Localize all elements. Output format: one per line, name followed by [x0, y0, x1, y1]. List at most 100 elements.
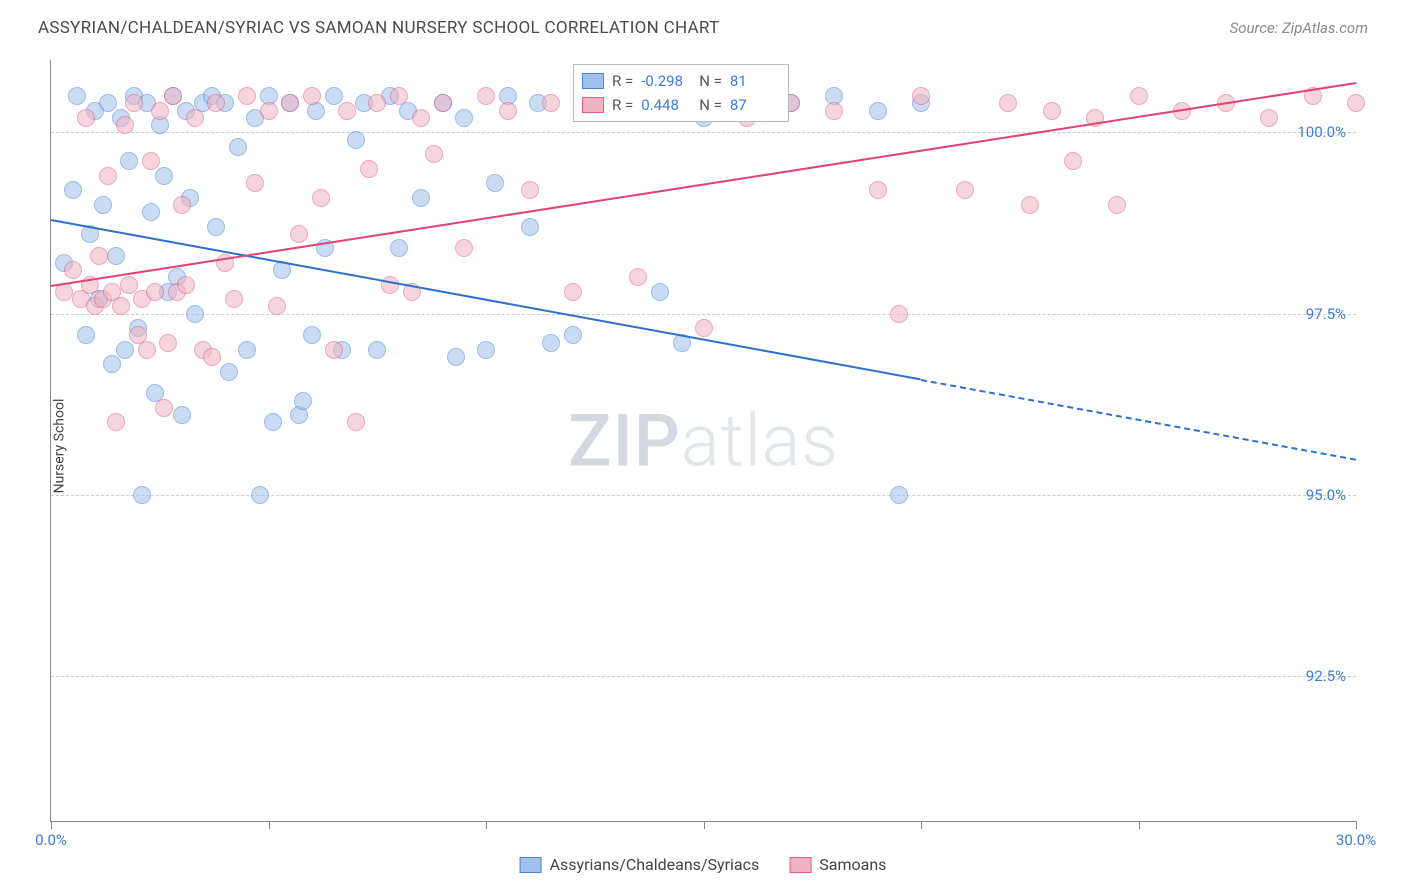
scatter-point	[521, 181, 539, 199]
scatter-point	[107, 247, 125, 265]
watermark: ZIPatlas	[568, 398, 839, 483]
scatter-point	[68, 87, 86, 105]
scatter-point	[146, 283, 164, 301]
scatter-point	[303, 326, 321, 344]
x-tick	[269, 821, 270, 829]
scatter-point	[64, 261, 82, 279]
scatter-point	[94, 196, 112, 214]
scatter-point	[186, 109, 204, 127]
legend-item-series-b: Samoans	[789, 855, 886, 874]
scatter-point	[425, 145, 443, 163]
scatter-point	[564, 326, 582, 344]
scatter-point	[155, 167, 173, 185]
scatter-point	[912, 87, 930, 105]
gridline-h	[51, 495, 1356, 496]
scatter-point	[325, 87, 343, 105]
scatter-point	[486, 174, 504, 192]
scatter-point	[1108, 196, 1126, 214]
scatter-point	[381, 276, 399, 294]
scatter-point	[103, 355, 121, 373]
scatter-point	[368, 341, 386, 359]
scatter-point	[173, 196, 191, 214]
scatter-point	[999, 94, 1017, 112]
scatter-point	[220, 363, 238, 381]
scatter-point	[207, 94, 225, 112]
scatter-point	[142, 152, 160, 170]
scatter-point	[225, 290, 243, 308]
legend-stats-row: R =0.448N =87	[582, 93, 780, 117]
scatter-point	[347, 131, 365, 149]
x-tick-label: 0.0%	[35, 831, 67, 849]
scatter-point	[869, 102, 887, 120]
scatter-point	[186, 305, 204, 323]
scatter-point	[173, 406, 191, 424]
chart-title: ASSYRIAN/CHALDEAN/SYRIAC VS SAMOAN NURSE…	[38, 18, 720, 38]
scatter-point	[116, 116, 134, 134]
scatter-point	[890, 305, 908, 323]
scatter-point	[251, 486, 269, 504]
scatter-point	[77, 109, 95, 127]
scatter-point	[1021, 196, 1039, 214]
scatter-point	[564, 283, 582, 301]
legend-swatch	[582, 73, 604, 89]
plot-area: ZIPatlas 92.5%95.0%97.5%100.0%0.0%30.0%R…	[50, 60, 1356, 822]
scatter-point	[151, 102, 169, 120]
legend-stats-box: R =-0.298N =81R =0.448N =87	[573, 64, 789, 122]
legend-label-a: Assyrians/Chaldeans/Syriacs	[550, 855, 760, 874]
scatter-point	[1347, 94, 1365, 112]
scatter-point	[112, 297, 130, 315]
scatter-point	[120, 152, 138, 170]
y-tick-label: 92.5%	[1306, 667, 1346, 685]
scatter-point	[177, 276, 195, 294]
scatter-point	[825, 102, 843, 120]
scatter-point	[434, 94, 452, 112]
trend-line-dashed	[921, 379, 1356, 461]
x-tick	[704, 821, 705, 829]
scatter-point	[1043, 102, 1061, 120]
scatter-point	[412, 109, 430, 127]
legend-label-b: Samoans	[819, 855, 886, 874]
scatter-point	[368, 94, 386, 112]
scatter-point	[412, 189, 430, 207]
scatter-point	[159, 334, 177, 352]
scatter-point	[207, 218, 225, 236]
legend-swatch	[582, 97, 604, 113]
scatter-point	[77, 326, 95, 344]
scatter-point	[651, 283, 669, 301]
scatter-point	[890, 486, 908, 504]
scatter-point	[695, 319, 713, 337]
gridline-h	[51, 132, 1356, 133]
scatter-point	[303, 87, 321, 105]
scatter-point	[164, 87, 182, 105]
scatter-point	[264, 413, 282, 431]
scatter-point	[455, 109, 473, 127]
scatter-point	[290, 225, 308, 243]
scatter-point	[155, 399, 173, 417]
y-tick-label: 97.5%	[1306, 305, 1346, 323]
scatter-point	[1260, 109, 1278, 127]
scatter-point	[325, 341, 343, 359]
scatter-point	[238, 341, 256, 359]
scatter-point	[1130, 87, 1148, 105]
x-tick	[1139, 821, 1140, 829]
scatter-point	[116, 341, 134, 359]
legend-item-series-a: Assyrians/Chaldeans/Syriacs	[520, 855, 760, 874]
scatter-point	[390, 87, 408, 105]
scatter-point	[447, 348, 465, 366]
scatter-point	[229, 138, 247, 156]
scatter-point	[99, 167, 117, 185]
scatter-point	[99, 94, 117, 112]
scatter-point	[956, 181, 974, 199]
scatter-point	[90, 247, 108, 265]
legend-swatch-b	[789, 857, 811, 873]
source-label: Source: ZipAtlas.com	[1230, 19, 1368, 37]
scatter-point	[64, 181, 82, 199]
scatter-point	[238, 87, 256, 105]
scatter-point	[203, 348, 221, 366]
scatter-point	[338, 102, 356, 120]
scatter-point	[281, 94, 299, 112]
scatter-point	[390, 239, 408, 257]
x-tick-label: 30.0%	[1336, 831, 1376, 849]
x-tick	[486, 821, 487, 829]
bottom-legend: Assyrians/Chaldeans/Syriacs Samoans	[520, 855, 887, 874]
